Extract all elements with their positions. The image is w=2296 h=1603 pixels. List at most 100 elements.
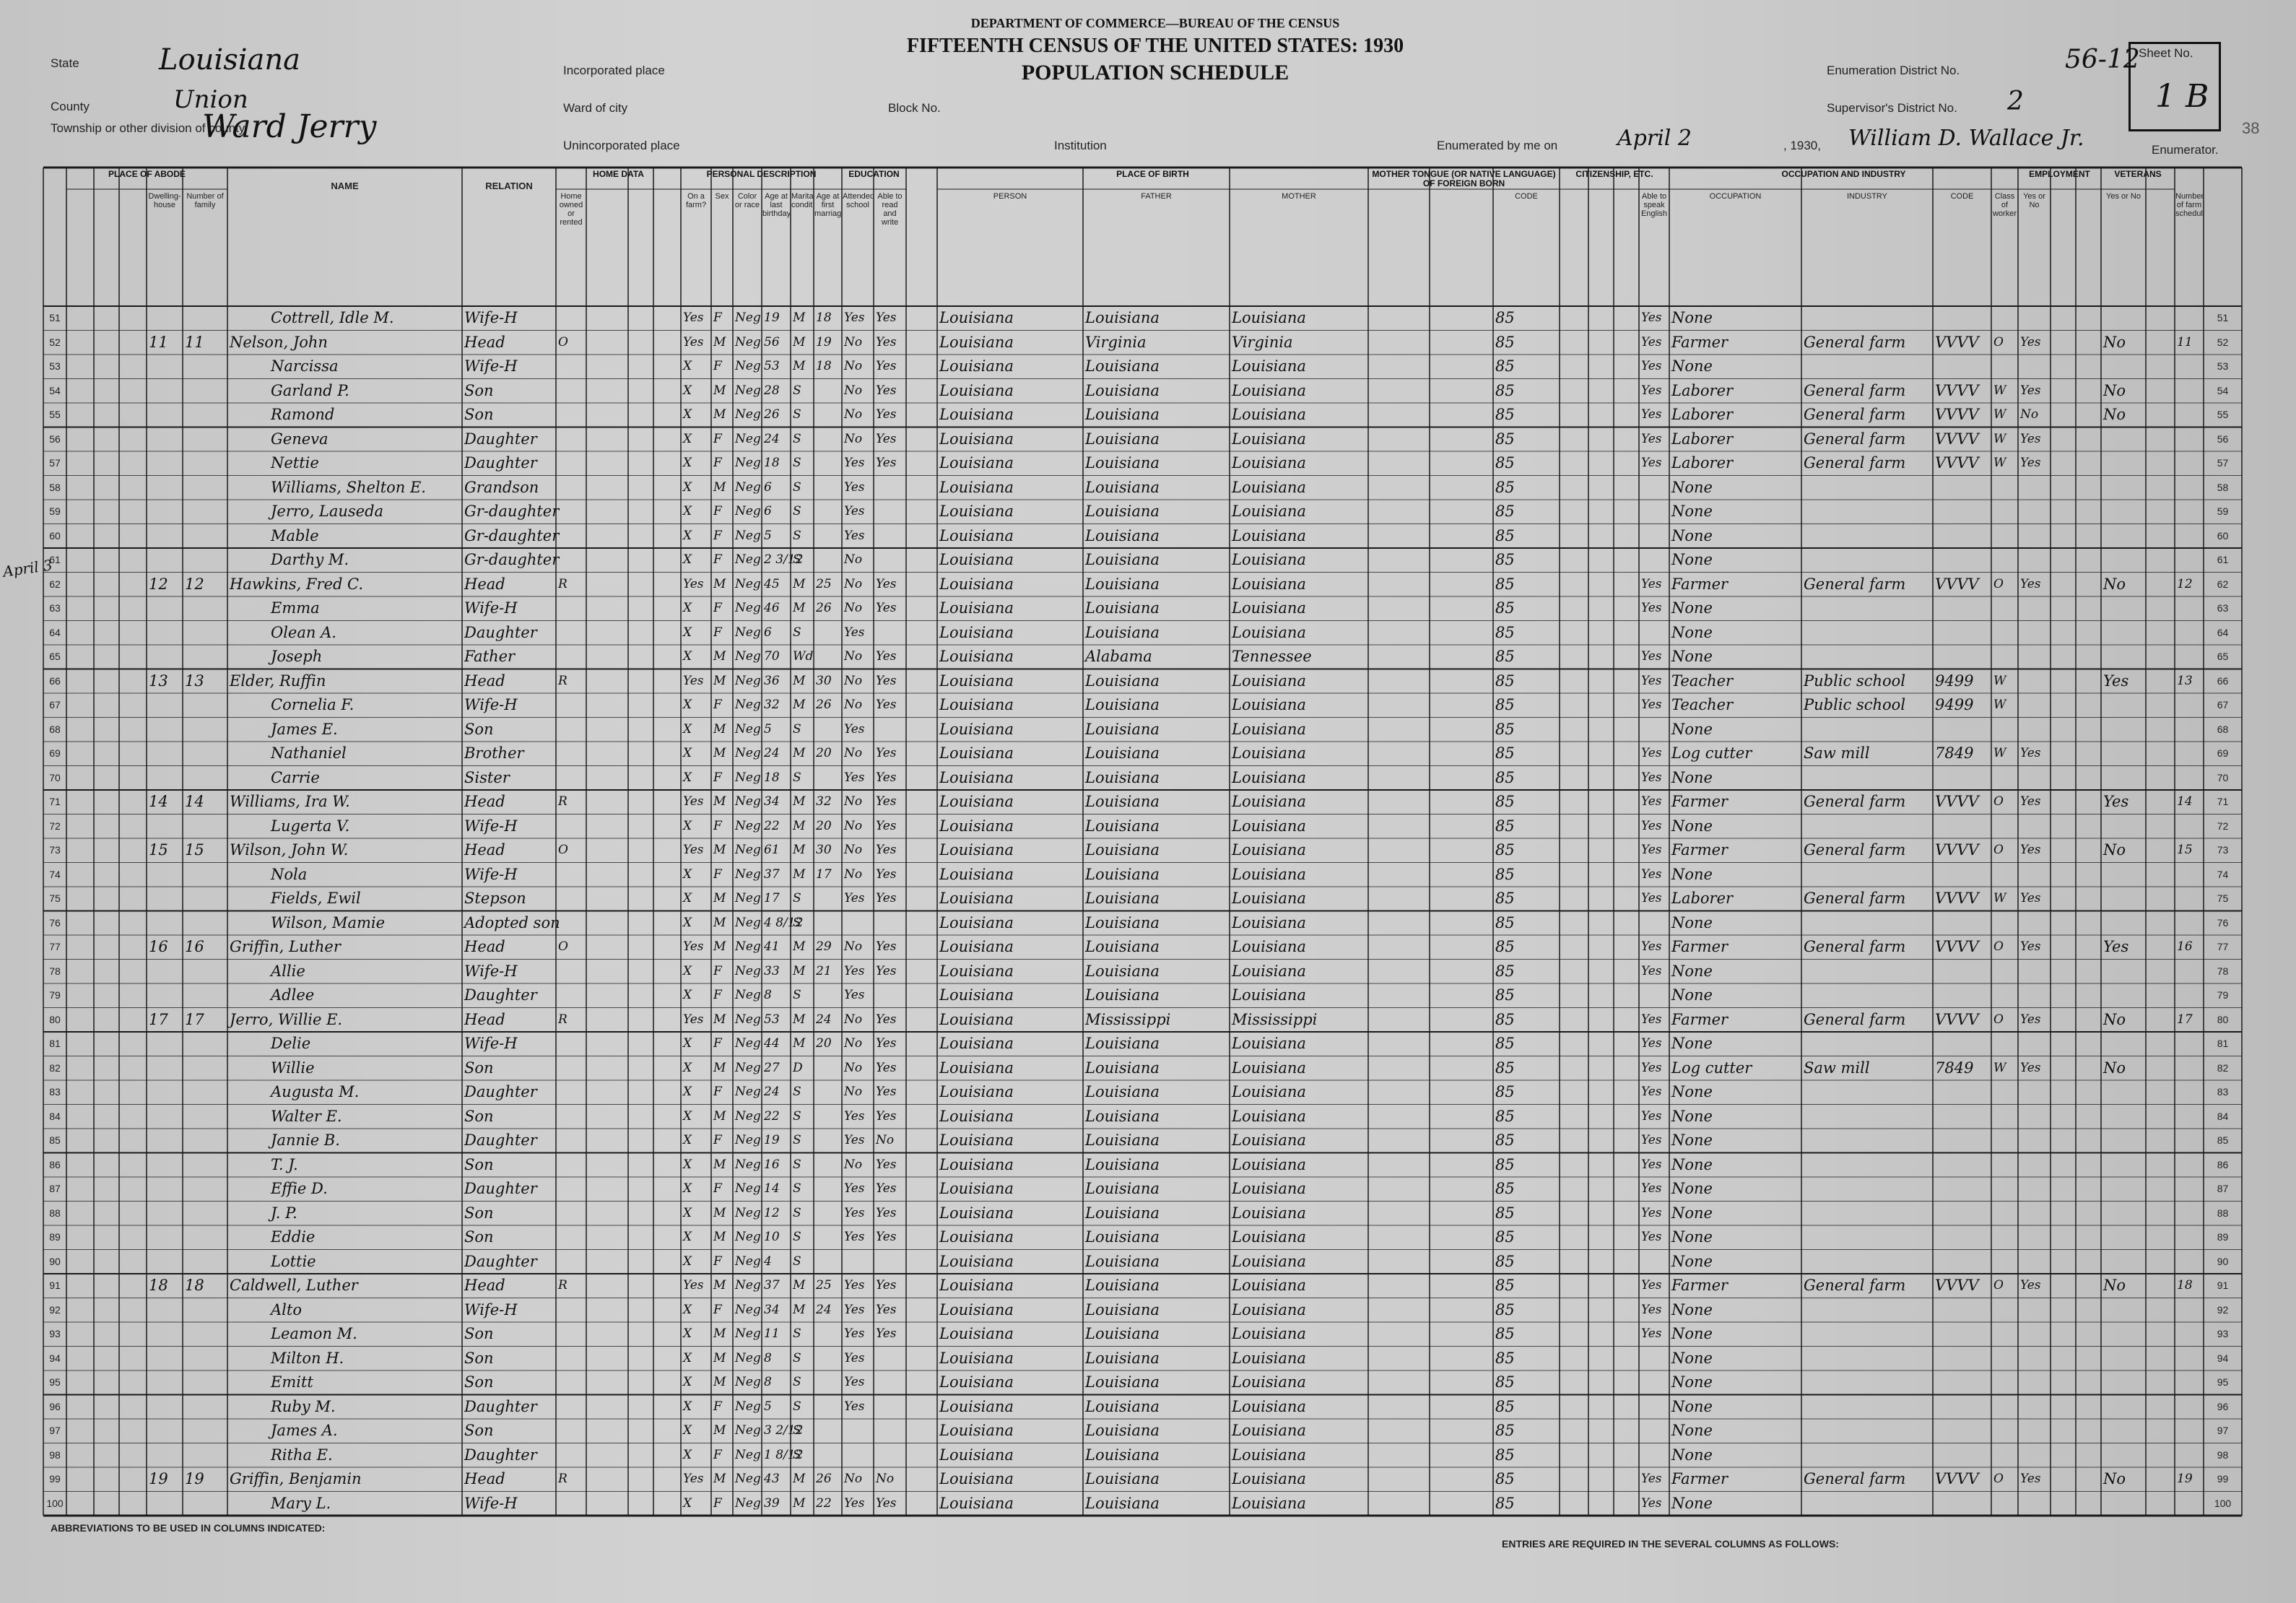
race: Neg [735, 843, 761, 857]
industry: General farm [1804, 841, 1906, 859]
literacy: Yes [876, 456, 897, 470]
dwelling-number: 17 [149, 1010, 168, 1028]
line-number: 55 [2217, 409, 2229, 420]
line-number: 74 [2217, 868, 2229, 880]
language-code: 85 [1495, 1252, 1515, 1270]
column-header: Number of farm schedule [2175, 192, 2203, 218]
mother-birthplace: Louisiana [1232, 1155, 1306, 1173]
line-number: 52 [49, 336, 61, 348]
age: 1 8/12 [764, 1447, 804, 1462]
occupation: None [1671, 526, 1713, 544]
veteran: No [2103, 1010, 2126, 1028]
father-birthplace: Louisiana [1085, 720, 1160, 738]
marital-status: M [793, 746, 806, 760]
on-farm: X [683, 721, 692, 737]
speaks-english: Yes [1641, 963, 1662, 978]
marriage-age: 21 [816, 963, 832, 978]
occupation-code: VVVV [1935, 575, 1979, 593]
field-value: William D. Wallace Jr. [1848, 126, 2084, 151]
occupation: None [1671, 1397, 1713, 1415]
sex: M [713, 1350, 726, 1365]
birthplace: Louisiana [939, 1373, 1014, 1391]
race: Neg [735, 698, 761, 712]
relation: Son [464, 1155, 494, 1173]
race: Neg [735, 988, 761, 1002]
column-header: Yes or No [2023, 192, 2045, 209]
person-name: Willie [271, 1059, 315, 1077]
speaks-english: Yes [1641, 770, 1662, 785]
language-code: 85 [1495, 1107, 1515, 1125]
relation: Gr-daughter [464, 503, 560, 520]
mother-birthplace: Louisiana [1232, 599, 1306, 617]
on-farm: X [683, 1423, 692, 1438]
column-header: CODE [1950, 192, 1974, 201]
age: 18 [764, 456, 780, 470]
language-code: 85 [1495, 913, 1515, 931]
father-birthplace: Louisiana [1085, 623, 1160, 641]
birthplace: Louisiana [939, 1204, 1014, 1222]
age: 32 [764, 698, 780, 712]
line-number: 78 [2217, 965, 2229, 977]
employed: No [2020, 407, 2039, 422]
age: 6 [764, 625, 772, 640]
father-birthplace: Louisiana [1085, 1446, 1160, 1464]
school: Yes [844, 479, 865, 495]
mother-birthplace: Louisiana [1232, 841, 1306, 859]
language-code: 85 [1495, 768, 1515, 786]
sex: M [713, 939, 726, 954]
veteran: Yes [2103, 672, 2129, 690]
age: 5 [764, 528, 772, 543]
father-birthplace: Louisiana [1085, 817, 1160, 835]
literacy: Yes [876, 431, 897, 446]
field-label: Ward of city [563, 101, 628, 115]
language-code: 85 [1495, 1349, 1515, 1367]
on-farm: X [683, 963, 692, 978]
mother-birthplace: Tennessee [1232, 648, 1312, 665]
line-number: 59 [49, 505, 61, 517]
marital-status: M [793, 673, 806, 688]
language-code: 85 [1495, 938, 1515, 955]
mother-birthplace: Louisiana [1232, 454, 1306, 472]
line-number: 53 [49, 360, 61, 372]
relation: Head [464, 1470, 505, 1487]
marital-status: S [793, 1375, 801, 1389]
birthplace: Louisiana [939, 526, 1014, 544]
age: 2 3/12 [764, 552, 804, 567]
occupation: Farmer [1671, 575, 1728, 593]
person-name: Narcissa [271, 357, 339, 375]
age: 53 [764, 359, 780, 373]
race: Neg [735, 1108, 761, 1124]
group-header: EDUCATION [848, 169, 900, 179]
language-code: 85 [1495, 1059, 1515, 1077]
sex: M [713, 673, 726, 688]
birthplace: Louisiana [939, 648, 1014, 665]
birthplace: Louisiana [939, 478, 1014, 496]
farm-schedule: 11 [2177, 334, 2193, 349]
field-value: Louisiana [159, 43, 300, 77]
age: 37 [764, 866, 780, 882]
line-number: 90 [49, 1255, 61, 1267]
mother-birthplace: Louisiana [1232, 672, 1306, 690]
sex: F [713, 988, 722, 1002]
industry: General farm [1804, 333, 1906, 351]
line-number: 99 [49, 1473, 61, 1485]
employed: Yes [2020, 431, 2041, 446]
mother-birthplace: Louisiana [1232, 720, 1306, 738]
farm-schedule: 16 [2177, 939, 2193, 954]
employed: Yes [2020, 1012, 2041, 1027]
dwelling-number: 19 [149, 1470, 168, 1487]
speaks-english: Yes [1641, 1181, 1662, 1196]
sex: M [713, 334, 726, 349]
occupation: None [1671, 1300, 1713, 1319]
school: No [844, 601, 863, 615]
relation: Adopted son [464, 913, 560, 931]
on-farm: Yes [683, 1472, 704, 1486]
age: 46 [764, 601, 780, 615]
school: No [844, 383, 863, 398]
literacy: Yes [876, 939, 897, 954]
relation: Wife-H [464, 865, 518, 883]
occupation: None [1671, 1325, 1713, 1342]
occupation: Laborer [1671, 890, 1734, 907]
age: 11 [764, 1326, 780, 1341]
marital-status: S [793, 1181, 801, 1196]
